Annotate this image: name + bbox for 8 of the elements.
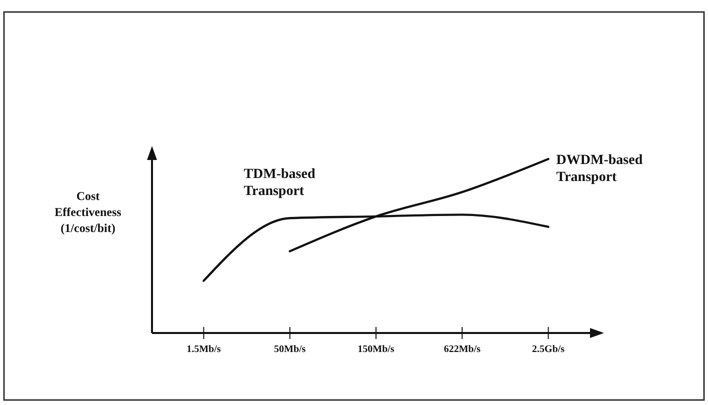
y-axis-title: Cost Effectiveness (1/cost/bit) bbox=[54, 189, 122, 235]
series-label: DWDM-based Transport bbox=[556, 153, 643, 185]
x-tick-label: 2.5Gb/s bbox=[532, 344, 565, 355]
x-tick-label: 50Mb/s bbox=[274, 344, 306, 355]
x-tick-label: 1.5Mb/s bbox=[186, 344, 221, 355]
series-label: TDM-based Transport bbox=[244, 167, 316, 200]
x-tick-label: 622Mb/s bbox=[444, 344, 481, 355]
x-tick-label: 150Mb/s bbox=[358, 344, 394, 355]
